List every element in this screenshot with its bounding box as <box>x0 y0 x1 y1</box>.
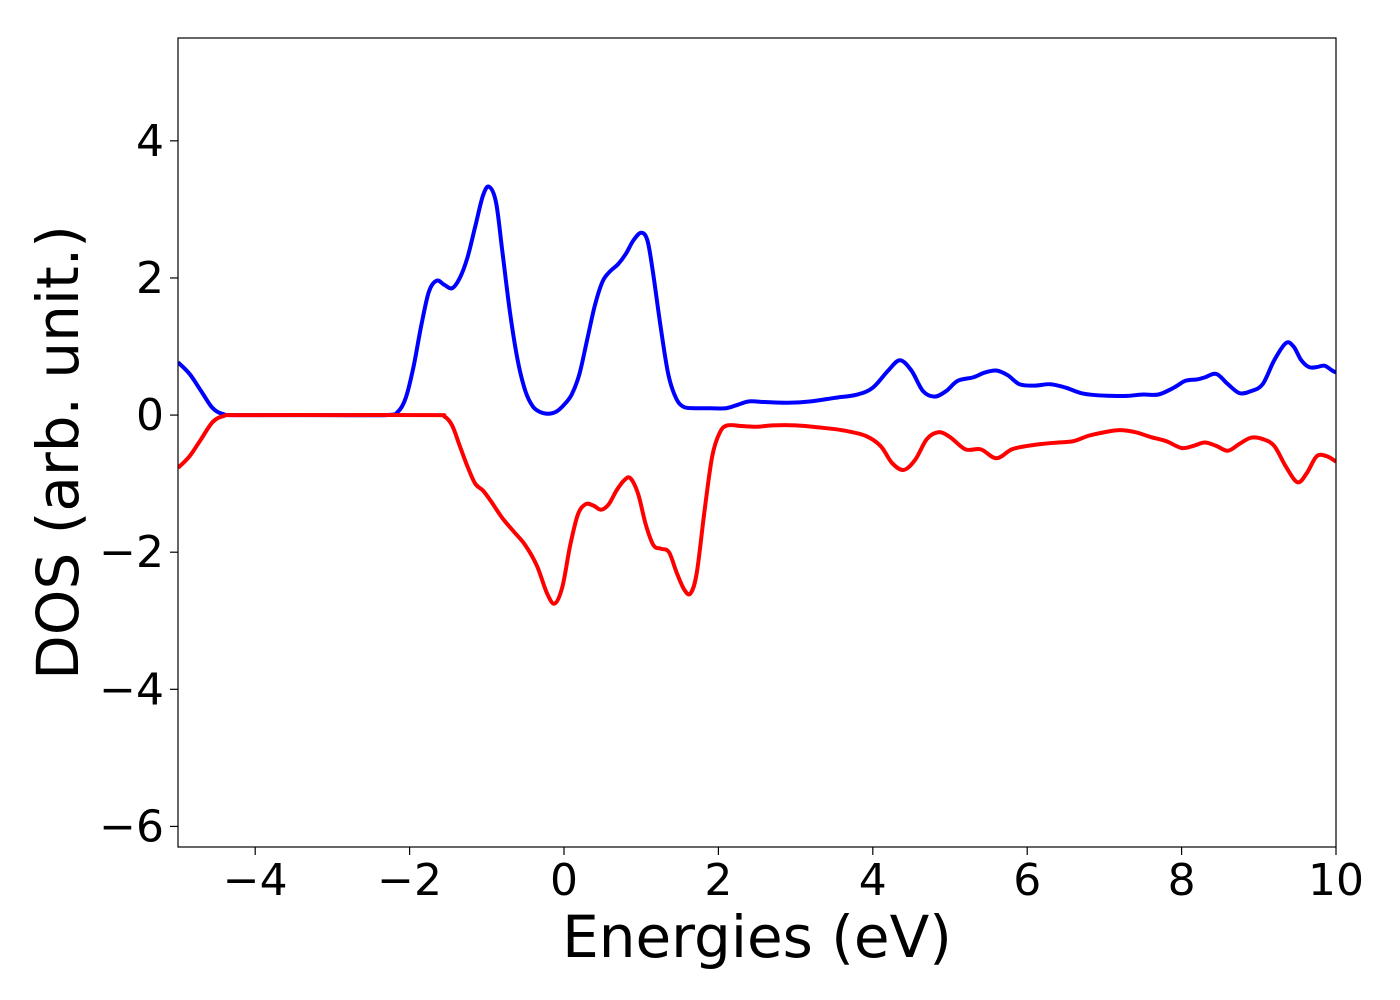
x-tick-label: 6 <box>1013 855 1041 906</box>
y-tick-label: 0 <box>136 390 164 441</box>
x-axis-ticks: −4 −2 0 2 4 6 8 10 <box>223 847 1364 906</box>
x-tick-label: −2 <box>377 855 442 906</box>
x-axis-label: Energies (eV) <box>562 903 952 971</box>
y-tick-label: 4 <box>136 116 164 167</box>
y-tick-label: −2 <box>99 527 164 578</box>
x-tick-label: 0 <box>550 855 578 906</box>
x-tick-label: 10 <box>1308 855 1364 906</box>
y-tick-label: −6 <box>99 801 164 852</box>
series-line-1 <box>178 184 1336 418</box>
series-line-2 <box>178 412 1336 606</box>
series-layer <box>178 184 1336 606</box>
x-tick-label: −4 <box>223 855 288 906</box>
y-tick-label: 2 <box>136 253 164 304</box>
x-tick-label: 8 <box>1168 855 1196 906</box>
x-tick-label: 2 <box>704 855 732 906</box>
plot-frame <box>177 37 1337 848</box>
y-tick-label: −4 <box>99 664 164 715</box>
y-axis-ticks: 4 2 0 −2 −4 −6 <box>99 116 178 852</box>
y-axis-label: DOS (arb. unit.) <box>24 225 92 680</box>
x-tick-label: 4 <box>859 855 887 906</box>
